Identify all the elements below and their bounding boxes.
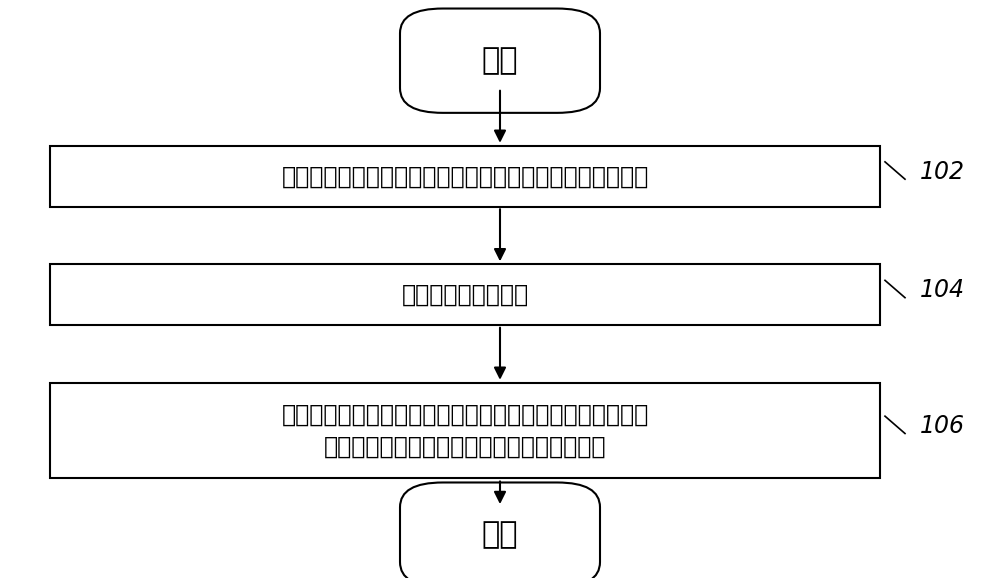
- Bar: [50, 146, 880, 207]
- Text: 106: 106: [920, 414, 965, 438]
- Text: 获取光传感器采集到的光线的第一光通道值和第二光通道值: 获取光传感器采集到的光线的第一光通道值和第二光通道值: [281, 164, 649, 188]
- Text: 102: 102: [920, 160, 965, 184]
- Bar: [50, 383, 880, 479]
- Text: 开始: 开始: [482, 46, 518, 75]
- Text: 结束: 结束: [482, 520, 518, 549]
- Text: 获取预设校正系数值: 获取预设校正系数值: [401, 283, 529, 307]
- FancyBboxPatch shape: [400, 9, 600, 113]
- Bar: [50, 265, 880, 325]
- FancyBboxPatch shape: [400, 483, 600, 578]
- Text: 根据预设校正系数、第一光通道值和第二光通道值，确定第
三光通道值，第三光通道值为环境光的通道值: 根据预设校正系数、第一光通道值和第二光通道值，确定第 三光通道值，第三光通道值为…: [281, 403, 649, 458]
- Text: 104: 104: [920, 278, 965, 302]
